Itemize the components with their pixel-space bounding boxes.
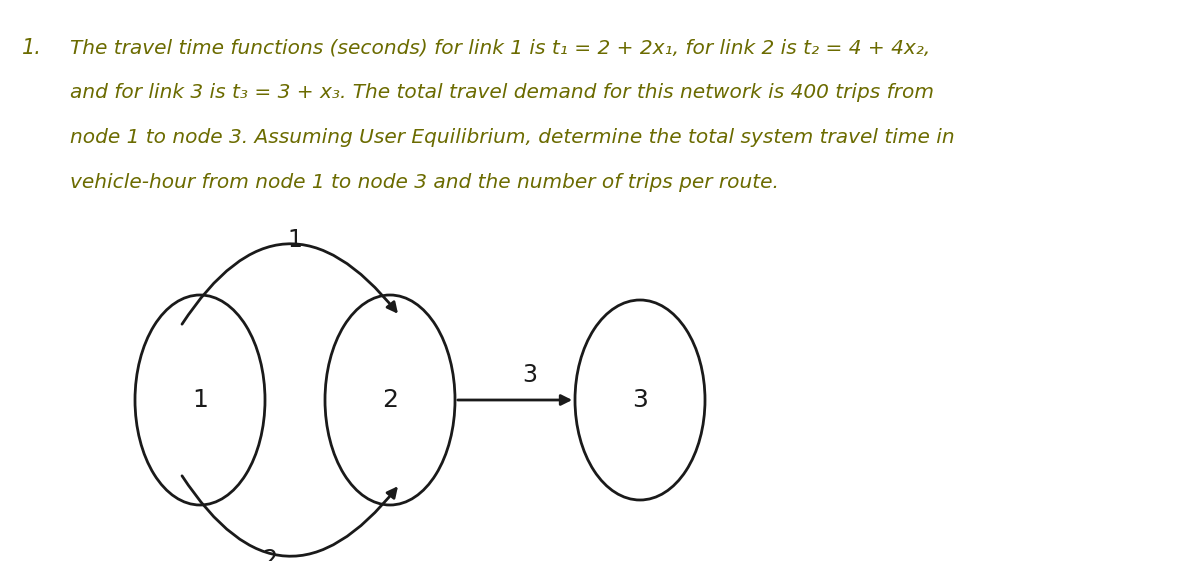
Text: 2: 2 <box>382 388 398 412</box>
Text: 2: 2 <box>263 548 277 561</box>
Text: 1: 1 <box>192 388 208 412</box>
Text: 3: 3 <box>522 363 538 387</box>
Text: 3: 3 <box>632 388 648 412</box>
FancyArrowPatch shape <box>182 244 396 324</box>
Text: and for link 3 is t₃ = 3 + x₃. The total travel demand for this network is 400 t: and for link 3 is t₃ = 3 + x₃. The total… <box>70 83 934 102</box>
FancyArrowPatch shape <box>182 476 396 557</box>
Text: node 1 to node 3. Assuming User Equilibrium, determine the total system travel t: node 1 to node 3. Assuming User Equilibr… <box>70 128 955 147</box>
Text: 1: 1 <box>288 228 302 252</box>
FancyArrowPatch shape <box>457 396 569 404</box>
Text: vehicle-hour from node 1 to node 3 and the number of trips per route.: vehicle-hour from node 1 to node 3 and t… <box>70 173 779 192</box>
Text: 1.: 1. <box>22 38 42 58</box>
Text: The travel time functions (seconds) for link 1 is t₁ = 2 + 2x₁, for link 2 is t₂: The travel time functions (seconds) for … <box>70 38 930 57</box>
